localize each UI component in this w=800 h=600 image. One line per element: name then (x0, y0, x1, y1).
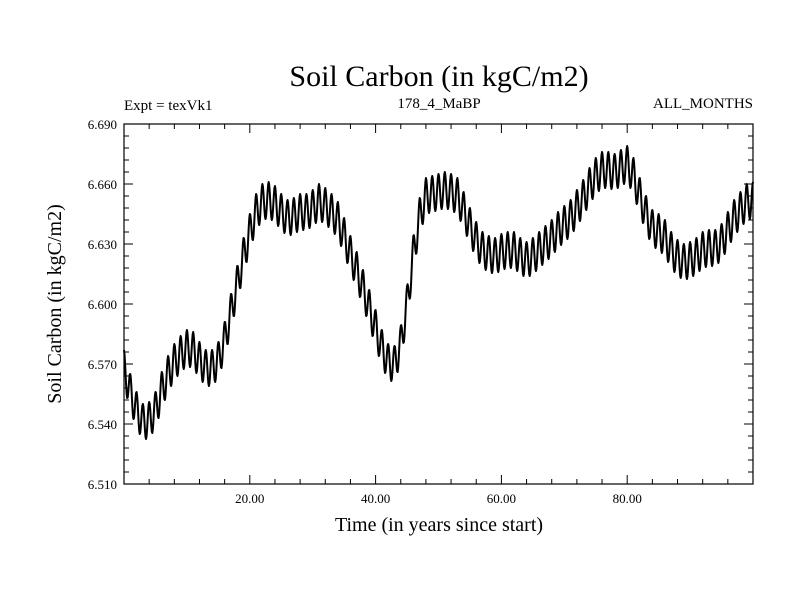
y-tick-label: 6.690 (88, 117, 117, 132)
y-tick-label: 6.600 (88, 297, 117, 312)
series-line (123, 145, 754, 440)
y-tick-label: 6.630 (88, 237, 117, 252)
months-label: ALL_MONTHS (653, 96, 753, 112)
chart-title: Soil Carbon (in kgC/m2) (289, 60, 588, 93)
x-tick-label: 60.00 (487, 491, 516, 506)
x-axis-label: Time (in years since start) (335, 514, 543, 536)
y-axis-label: Soil Carbon (in kgC/m2) (44, 204, 66, 403)
plot-frame (123, 123, 754, 485)
x-tick-label: 20.00 (235, 491, 264, 506)
y-tick-label: 6.510 (88, 477, 117, 492)
x-tick-label: 40.00 (361, 491, 390, 506)
y-tick-label: 6.570 (88, 357, 117, 372)
period-label: 178_4_MaBP (397, 96, 480, 112)
experiment-label: Expt = texVk1 (124, 98, 212, 114)
ticks-layer: 6.510 6.540 6.570 6.600 6.630 6.660 6.690 20.00… (88, 117, 753, 506)
y-tick-label: 6.540 (88, 417, 117, 432)
y-tick-label: 6.660 (88, 177, 117, 192)
x-tick-label: 80.00 (613, 491, 642, 506)
series-layer (123, 145, 754, 440)
